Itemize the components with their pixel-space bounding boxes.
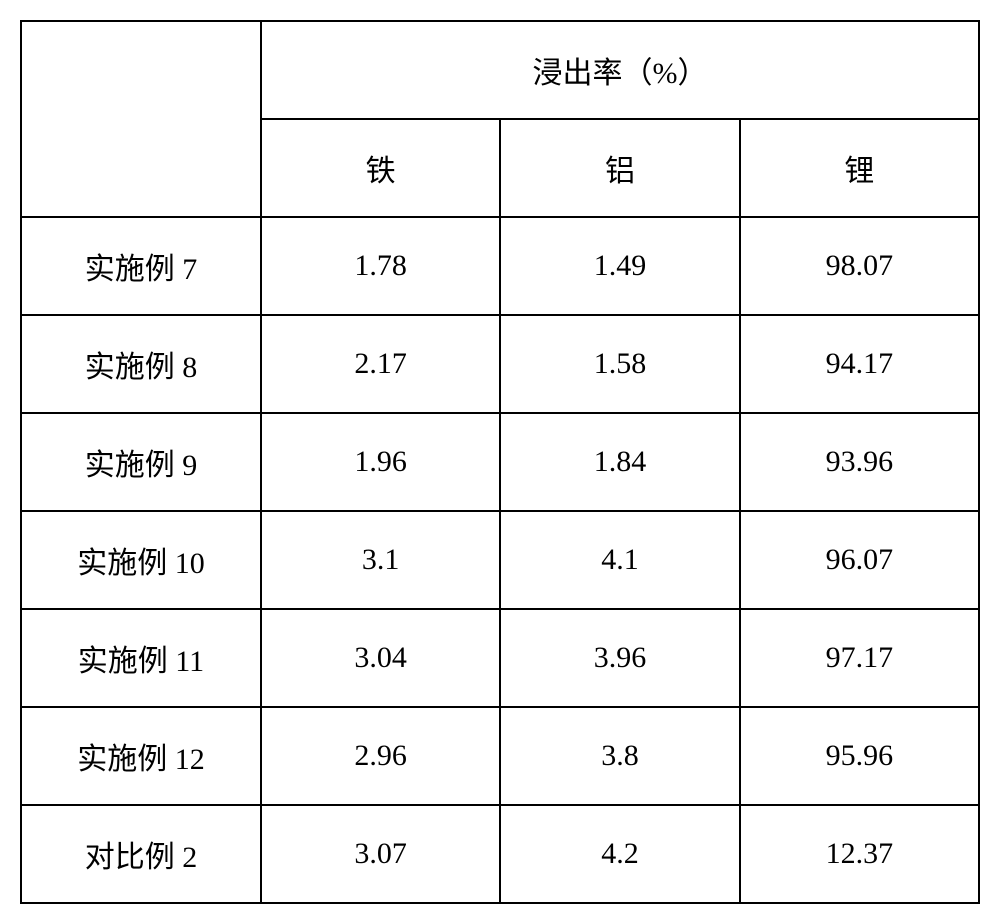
- row-label: 实施例 10: [21, 511, 261, 609]
- cell-value: 2.96: [261, 707, 500, 805]
- cell-value: 3.96: [500, 609, 739, 707]
- row-label: 实施例 12: [21, 707, 261, 805]
- cell-value: 1.49: [500, 217, 739, 315]
- cell-value: 93.96: [740, 413, 979, 511]
- cell-value: 96.07: [740, 511, 979, 609]
- cell-value: 95.96: [740, 707, 979, 805]
- table-row: 实施例 11 3.04 3.96 97.17: [21, 609, 979, 707]
- table-row: 实施例 12 2.96 3.8 95.96: [21, 707, 979, 805]
- row-label: 实施例 7: [21, 217, 261, 315]
- cell-value: 12.37: [740, 805, 979, 903]
- column-header-iron: 铁: [261, 119, 500, 217]
- column-header-aluminum: 铝: [500, 119, 739, 217]
- column-header-lithium: 锂: [740, 119, 979, 217]
- table-row: 实施例 7 1.78 1.49 98.07: [21, 217, 979, 315]
- cell-value: 97.17: [740, 609, 979, 707]
- row-label: 对比例 2: [21, 805, 261, 903]
- cell-value: 1.96: [261, 413, 500, 511]
- cell-value: 4.2: [500, 805, 739, 903]
- cell-value: 1.58: [500, 315, 739, 413]
- table-row: 实施例 9 1.96 1.84 93.96: [21, 413, 979, 511]
- table-row: 实施例 8 2.17 1.58 94.17: [21, 315, 979, 413]
- table-row: 实施例 10 3.1 4.1 96.07: [21, 511, 979, 609]
- row-label: 实施例 9: [21, 413, 261, 511]
- table-row: 对比例 2 3.07 4.2 12.37: [21, 805, 979, 903]
- cell-value: 3.07: [261, 805, 500, 903]
- cell-value: 4.1: [500, 511, 739, 609]
- row-label: 实施例 8: [21, 315, 261, 413]
- header-group: 浸出率（%）: [261, 21, 979, 119]
- cell-value: 1.84: [500, 413, 739, 511]
- cell-value: 98.07: [740, 217, 979, 315]
- row-label: 实施例 11: [21, 609, 261, 707]
- cell-value: 94.17: [740, 315, 979, 413]
- cell-value: 2.17: [261, 315, 500, 413]
- cell-value: 1.78: [261, 217, 500, 315]
- cell-value: 3.1: [261, 511, 500, 609]
- cell-value: 3.8: [500, 707, 739, 805]
- corner-cell: [21, 21, 261, 217]
- cell-value: 3.04: [261, 609, 500, 707]
- leaching-rate-table: 浸出率（%） 铁 铝 锂 实施例 7 1.78 1.49 98.07 实施例 8…: [20, 20, 980, 904]
